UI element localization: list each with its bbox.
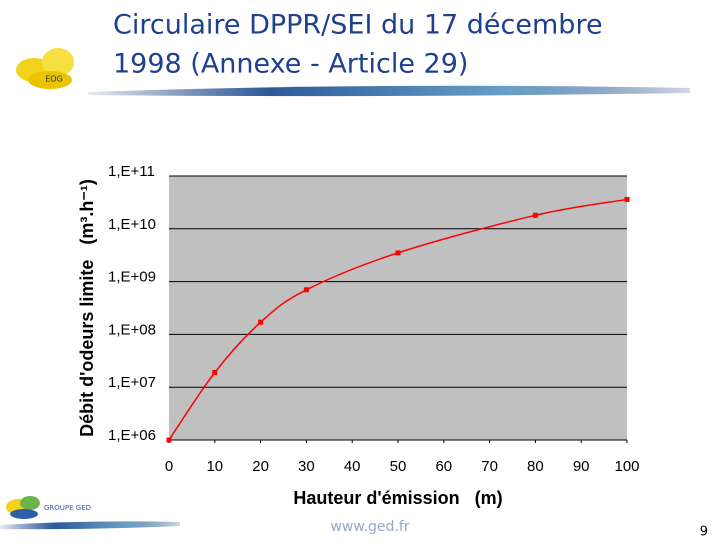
x-tick-label: 90 bbox=[573, 458, 590, 475]
page-number: 9 bbox=[700, 525, 708, 540]
y-tick-label: 1,E+08 bbox=[108, 321, 156, 338]
x-tick-label: 60 bbox=[435, 458, 452, 475]
logo-text: EOG bbox=[45, 75, 63, 84]
data-point bbox=[258, 319, 264, 325]
y-axis-label: Débit d'odeurs limite (m³.h⁻¹) bbox=[77, 179, 97, 437]
x-tick-label: 100 bbox=[614, 458, 639, 475]
data-point bbox=[212, 369, 218, 375]
y-tick-label: 1,E+06 bbox=[108, 427, 156, 444]
title-stripe bbox=[88, 85, 690, 97]
header-logo: EOG bbox=[16, 48, 74, 89]
x-tick-label: 0 bbox=[165, 458, 173, 475]
chart: 1,E+06 1,E+07 1,E+08 1,E+09 1,E+10 1,E+11 0 10 2… bbox=[77, 163, 640, 508]
footer-stripe bbox=[0, 521, 180, 530]
plot-area bbox=[169, 176, 627, 440]
x-tick-label: 50 bbox=[390, 458, 407, 475]
x-axis-label: Hauteur d'émission (m) bbox=[293, 488, 502, 508]
footer-logo-text: GROUPE GED bbox=[44, 504, 91, 512]
x-tick-label: 40 bbox=[344, 458, 361, 475]
data-point bbox=[395, 250, 401, 256]
footer-logo: GROUPE GED bbox=[0, 496, 180, 530]
y-tick-label: 1,E+09 bbox=[108, 269, 156, 286]
footer-url: www.ged.fr bbox=[330, 519, 409, 535]
x-tick-label: 80 bbox=[527, 458, 544, 475]
data-point bbox=[166, 437, 172, 443]
slide-title: 1998 (Annexe - Article 29) bbox=[113, 49, 468, 80]
y-tick-label: 1,E+11 bbox=[108, 163, 155, 180]
data-point bbox=[303, 287, 309, 293]
y-tick-label: 1,E+10 bbox=[108, 216, 156, 233]
x-tick-label: 10 bbox=[206, 458, 223, 475]
x-tick-label: 70 bbox=[481, 458, 498, 475]
data-point bbox=[532, 212, 538, 218]
y-tick-label: 1,E+07 bbox=[108, 374, 156, 391]
slide-title: Circulaire DPPR/SEI du 17 décembre bbox=[113, 10, 603, 41]
x-tick-label: 20 bbox=[252, 458, 269, 475]
data-point bbox=[624, 196, 630, 202]
x-tick-label: 30 bbox=[298, 458, 315, 475]
